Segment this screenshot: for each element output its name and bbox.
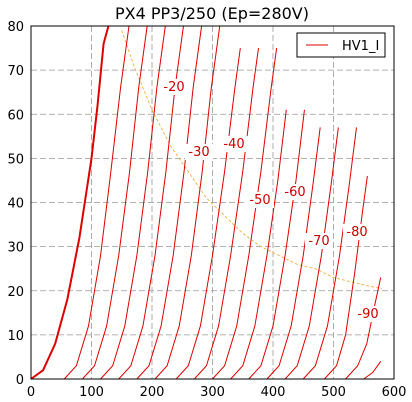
curve-label: -80 bbox=[346, 225, 367, 240]
x-tick-labels: 0 100 200 300 400 500 600 bbox=[27, 385, 407, 400]
curve-11 bbox=[248, 109, 305, 380]
x-tick-label: 600 bbox=[382, 385, 407, 400]
curve-label-bg bbox=[343, 224, 371, 240]
curve-9 bbox=[212, 47, 278, 380]
curve-label: -30 bbox=[188, 145, 209, 160]
plot-frame bbox=[30, 25, 395, 380]
curve-14 bbox=[302, 127, 357, 380]
curve-label: -50 bbox=[249, 193, 270, 208]
curve-label-bg bbox=[354, 306, 382, 322]
x-tick-label: 200 bbox=[140, 385, 165, 400]
curve-1 bbox=[63, 25, 130, 380]
curve-5 bbox=[136, 25, 203, 380]
curve-label: -40 bbox=[223, 137, 244, 152]
curve-0 bbox=[30, 25, 110, 380]
curve-label-bg bbox=[220, 136, 248, 152]
curve-8 bbox=[193, 47, 259, 380]
curve-label-bg bbox=[281, 184, 309, 200]
curve-labels: -20 -30 -40 -50 -60 -70 -80 -90 bbox=[160, 79, 382, 322]
x-tick-label: 500 bbox=[321, 385, 346, 400]
x-tick-label: 400 bbox=[261, 385, 286, 400]
curve-label-bg bbox=[160, 79, 188, 95]
curve-7 bbox=[175, 47, 241, 380]
curve-3 bbox=[100, 25, 166, 380]
curve-label-bg bbox=[246, 192, 274, 208]
curve-label-bg bbox=[185, 144, 213, 160]
x-tick-label: 300 bbox=[200, 385, 225, 400]
curve-label: -70 bbox=[308, 234, 329, 249]
curves bbox=[30, 25, 382, 380]
curve-label: -90 bbox=[357, 307, 378, 322]
y-tick-label: 50 bbox=[7, 152, 24, 167]
x-tick-label: 0 bbox=[27, 385, 35, 400]
load-line-path bbox=[121, 30, 382, 289]
curve-2 bbox=[82, 25, 148, 380]
curve-17 bbox=[363, 361, 382, 380]
curve-6 bbox=[154, 25, 221, 380]
curve-label: -20 bbox=[163, 80, 184, 95]
curve-15 bbox=[324, 175, 368, 380]
load-line bbox=[121, 30, 382, 289]
curve-10 bbox=[230, 109, 287, 380]
curve-13 bbox=[284, 127, 339, 380]
y-tick-label: 40 bbox=[7, 197, 24, 212]
y-tick-labels: 0 10 20 30 40 50 60 70 80 bbox=[7, 20, 24, 388]
y-tick-label: 60 bbox=[7, 108, 24, 123]
y-tick-label: 70 bbox=[7, 64, 24, 79]
y-tick-label: 0 bbox=[16, 373, 24, 388]
y-tick-label: 30 bbox=[7, 241, 24, 256]
curve-16 bbox=[345, 277, 382, 380]
chart-title: PX4 PP3/250 (Ep=280V) bbox=[115, 4, 309, 23]
legend-entry-label: HV1_I bbox=[342, 39, 379, 54]
y-tick-label: 80 bbox=[7, 20, 24, 35]
curve-12 bbox=[266, 127, 321, 380]
curve-label-bg bbox=[305, 233, 333, 249]
y-tick-label: 10 bbox=[7, 329, 24, 344]
curve-label: -60 bbox=[284, 185, 305, 200]
legend: HV1_I bbox=[296, 32, 386, 58]
x-tick-label: 100 bbox=[79, 385, 104, 400]
y-tick-label: 20 bbox=[7, 285, 24, 300]
